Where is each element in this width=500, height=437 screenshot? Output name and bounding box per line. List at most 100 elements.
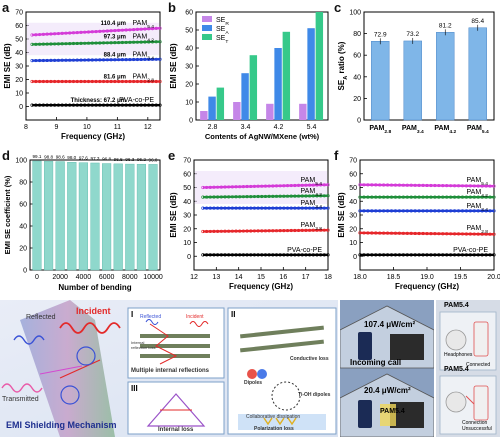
y-tick-label: 20	[19, 246, 27, 253]
series-marker	[319, 183, 323, 187]
series-marker	[109, 103, 113, 107]
series-label: PVA-co-PE	[119, 97, 154, 104]
x-tick-label: PAM3.4	[402, 125, 424, 135]
series-marker	[201, 195, 205, 199]
thickness-label: 81.6 μm	[104, 75, 126, 81]
x-tick-label: 13	[212, 274, 220, 281]
series-marker	[68, 79, 72, 84]
series-marker	[271, 229, 275, 233]
series-marker	[105, 29, 109, 33]
series-marker	[417, 209, 421, 213]
sub-label-ii-dipoles: Dipoles	[244, 380, 263, 386]
series-marker	[441, 183, 445, 188]
series-marker	[289, 194, 293, 198]
series-marker	[382, 253, 386, 257]
series-marker	[282, 184, 286, 188]
series-marker	[460, 184, 465, 188]
bar	[125, 163, 135, 271]
series-marker	[456, 209, 461, 213]
chart-d-bending-bar: 0 20 40 60 80 100 99.1 98.8 98.6 98.0 97.6 97.3 96.8…	[3, 154, 163, 292]
sub-label-i: I	[131, 310, 134, 319]
series-marker	[68, 103, 72, 107]
series-marker	[374, 195, 378, 199]
series-marker	[60, 42, 64, 46]
series-marker	[143, 40, 147, 44]
series-marker	[452, 184, 457, 188]
chart-e-emi-se-ku-band: 0 10 20 30 40 50 60 70 12 13 14 15 16 17 18 Frequency (…	[169, 158, 332, 292]
series-marker	[75, 41, 79, 46]
sub-label-iii-caption: Internal loss	[158, 427, 194, 433]
series-marker	[117, 40, 121, 45]
y-tick-label: 20	[185, 82, 193, 89]
series-marker	[212, 195, 216, 199]
series-marker	[278, 253, 282, 257]
series-marker	[49, 42, 53, 46]
series-marker	[34, 58, 38, 63]
series-marker	[425, 253, 429, 257]
x-tick-label: 16	[279, 274, 287, 281]
series-marker	[132, 40, 136, 44]
y-tick-label: 40	[353, 74, 361, 81]
series-marker	[98, 29, 102, 33]
phone-screen-icon-top	[473, 321, 489, 357]
y-tick-label: 0	[187, 254, 191, 261]
series-marker	[83, 79, 87, 84]
series-marker	[385, 231, 390, 235]
series-marker	[304, 206, 308, 210]
sub-label-ii-tioh: Ti-OH dipoles	[298, 392, 331, 398]
series-marker	[366, 231, 370, 235]
series-marker	[405, 183, 409, 187]
value-label: 98.6	[56, 155, 65, 160]
series-marker	[208, 185, 212, 189]
series-marker	[274, 194, 279, 198]
series-marker	[492, 209, 496, 213]
series-marker	[143, 103, 147, 107]
series-marker	[75, 30, 79, 35]
x-tick-label: 0	[35, 274, 39, 281]
series-marker	[205, 185, 209, 190]
series-marker	[293, 183, 297, 188]
y-tick-label: 70	[349, 158, 357, 165]
series-marker	[484, 184, 488, 188]
series-marker	[382, 209, 386, 213]
series-marker	[201, 229, 205, 234]
bar	[113, 163, 123, 271]
series-marker	[429, 232, 433, 236]
panel-g-mechanism: Reflected Incident Transmitted EMI Shiel…	[0, 300, 338, 437]
series-label: PVA-co-PE	[453, 247, 488, 254]
series-marker	[86, 58, 91, 62]
series-marker	[212, 229, 216, 233]
series-marker	[83, 30, 87, 34]
series-marker	[370, 231, 374, 235]
series-marker	[71, 58, 76, 62]
series-marker	[445, 195, 449, 199]
series-marker	[370, 253, 374, 257]
series-marker	[49, 79, 53, 84]
series-marker	[472, 232, 476, 236]
x-tick-label: 2000	[52, 274, 68, 281]
series-marker	[249, 184, 253, 189]
series-marker	[109, 29, 113, 33]
series-marker	[464, 209, 469, 213]
series-marker	[326, 194, 330, 198]
series-marker	[49, 58, 53, 63]
series-marker	[322, 194, 326, 198]
series-marker	[223, 195, 227, 199]
series-marker	[94, 29, 98, 34]
series-marker	[132, 57, 136, 62]
series-marker	[393, 231, 398, 235]
sub-label-i-internal: Internal reflection loss	[131, 340, 156, 350]
series-marker	[413, 253, 417, 257]
series-marker	[429, 253, 433, 257]
series-marker	[252, 206, 257, 210]
x-tick-label: 14	[235, 274, 243, 281]
x-tick-label: PAM5.4	[467, 125, 489, 135]
series-marker	[362, 209, 366, 213]
series-marker	[437, 195, 441, 199]
series-marker	[293, 253, 297, 257]
series-marker	[53, 42, 57, 46]
bar	[200, 111, 208, 120]
series-marker	[385, 183, 390, 187]
series-marker	[83, 41, 87, 45]
series-marker	[113, 79, 117, 84]
